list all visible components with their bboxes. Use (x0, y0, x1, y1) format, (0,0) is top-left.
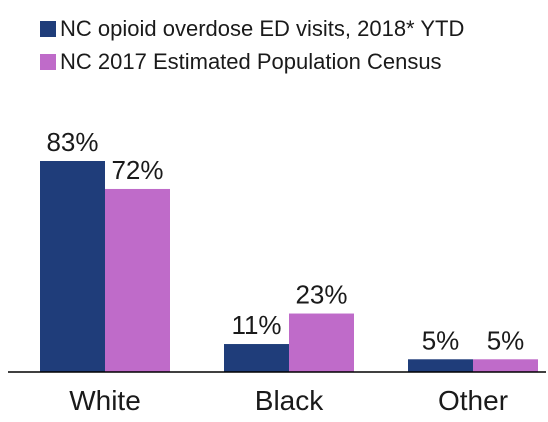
category-label-black: Black (255, 385, 324, 416)
legend: NC opioid overdose ED visits, 2018* YTD N… (40, 16, 464, 74)
data-label-black-series-2: 23% (295, 280, 347, 310)
legend-label-1: NC opioid overdose ED visits, 2018* YTD (60, 16, 464, 41)
data-label-white-series-2: 72% (111, 155, 163, 185)
data-label-other-series-2: 5% (487, 325, 525, 355)
bar-black-series-2 (289, 313, 354, 372)
legend-swatch-2 (40, 54, 56, 70)
category-label-white: White (69, 385, 141, 416)
legend-label-2: NC 2017 Estimated Population Census (60, 49, 442, 74)
bar-white-series-1 (40, 161, 105, 372)
category-labels: White Black Other (69, 385, 508, 416)
bar-other-series-1 (408, 359, 473, 372)
bar-black-series-1 (224, 344, 289, 372)
data-label-other-series-1: 5% (422, 325, 460, 355)
bars (40, 161, 538, 372)
bar-other-series-2 (473, 359, 538, 372)
legend-swatch-1 (40, 21, 56, 37)
data-label-black-series-1: 11% (231, 310, 281, 340)
category-label-other: Other (438, 385, 508, 416)
data-label-white-series-1: 83% (46, 127, 98, 157)
data-labels: 83% 72% 11% 23% 5% 5% (46, 127, 524, 355)
bar-white-series-2 (105, 188, 170, 372)
